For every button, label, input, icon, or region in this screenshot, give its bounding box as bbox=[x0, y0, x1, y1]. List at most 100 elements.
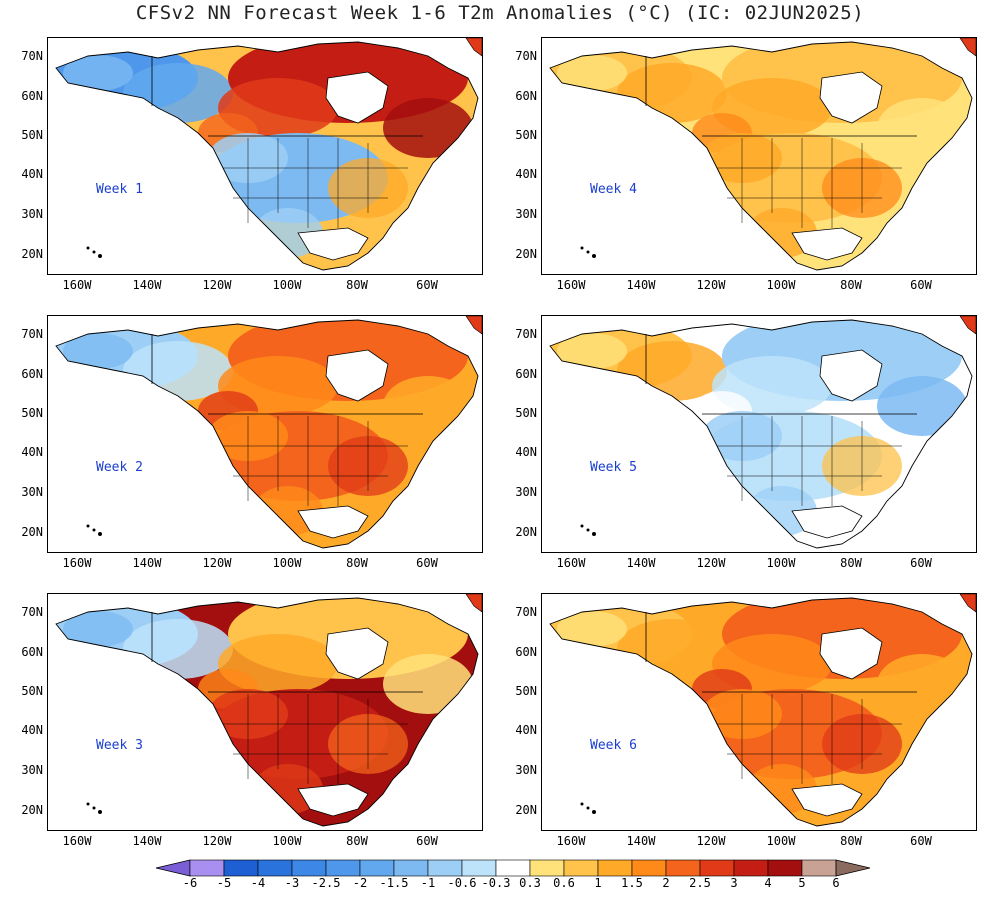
colorbar-tick-label: 0.6 bbox=[553, 876, 575, 890]
latitude-label: 70N bbox=[21, 327, 43, 341]
colorbar-segment bbox=[291, 859, 327, 877]
week-label: Week 1 bbox=[96, 182, 143, 197]
colorbar-tick-label: -2 bbox=[352, 876, 368, 890]
map-panel: Week 3 70N 60N 50N 40N 30N 20N 160W 140W 120W 100W… bbox=[21, 593, 483, 848]
colorbar-tick-label: -5 bbox=[216, 876, 232, 890]
latitude-label: 20N bbox=[515, 525, 537, 539]
longitude-label: 160W bbox=[62, 556, 92, 570]
longitude-label: 120W bbox=[202, 556, 232, 570]
map-panel: Week 4 70N 60N 50N 40N 30N 20N 160W 140W 120W 100W… bbox=[515, 37, 977, 292]
colorbar-segment bbox=[495, 859, 531, 877]
latitude-label: 30N bbox=[21, 207, 43, 221]
week-label: Week 6 bbox=[590, 738, 637, 753]
longitude-label: 140W bbox=[132, 278, 162, 292]
latitude-label: 50N bbox=[21, 684, 43, 698]
latitude-label: 30N bbox=[515, 485, 537, 499]
latitude-label: 40N bbox=[515, 723, 537, 737]
latitude-label: 50N bbox=[515, 684, 537, 698]
colorbar-segment bbox=[665, 859, 701, 877]
longitude-label: 120W bbox=[202, 278, 232, 292]
colorbar-tick-label: 1.5 bbox=[621, 876, 643, 890]
map-frame: Week 5 bbox=[541, 315, 977, 553]
anomaly-map bbox=[549, 594, 976, 827]
longitude-label: 160W bbox=[556, 278, 586, 292]
colorbar-segment bbox=[529, 859, 565, 877]
map-frame: Week 2 bbox=[47, 315, 483, 553]
week-label: Week 3 bbox=[96, 738, 143, 753]
longitude-label: 140W bbox=[132, 556, 162, 570]
longitude-label: 100W bbox=[766, 556, 796, 570]
longitude-label: 100W bbox=[272, 556, 302, 570]
latitude-label: 40N bbox=[515, 167, 537, 181]
latitude-label: 70N bbox=[515, 49, 537, 63]
colorbar-tick-label: 2 bbox=[662, 876, 670, 890]
colorbar-tick-label: 6 bbox=[832, 876, 840, 890]
longitude-label: 60W bbox=[416, 834, 438, 848]
colorbar-segment bbox=[427, 859, 463, 877]
latitude-label: 60N bbox=[515, 645, 537, 659]
colorbar-tick-label: 4 bbox=[764, 876, 772, 890]
anomaly-map bbox=[549, 316, 976, 549]
latitude-label: 50N bbox=[21, 128, 43, 142]
colorbar-segment bbox=[223, 859, 259, 877]
longitude-label: 80W bbox=[346, 834, 368, 848]
latitude-label: 30N bbox=[515, 207, 537, 221]
latitude-label: 40N bbox=[21, 167, 43, 181]
latitude-label: 40N bbox=[21, 723, 43, 737]
latitude-label: 20N bbox=[21, 803, 43, 817]
longitude-label: 140W bbox=[626, 556, 656, 570]
colorbar-segment bbox=[189, 859, 225, 877]
week-label: Week 5 bbox=[590, 460, 637, 475]
colorbar-segment bbox=[597, 859, 633, 877]
map-frame: Week 6 bbox=[541, 593, 977, 831]
colorbar-tick-label: -3 bbox=[284, 876, 300, 890]
longitude-label: 120W bbox=[696, 278, 726, 292]
map-panel: Week 1 70N 60N 50N 40N 30N 20N 160W 140W 120W 100W… bbox=[21, 37, 483, 292]
anomaly-map bbox=[55, 594, 482, 827]
anomaly-map bbox=[55, 38, 482, 271]
colorbar-segment bbox=[801, 859, 837, 877]
longitude-label: 140W bbox=[626, 834, 656, 848]
longitude-label: 140W bbox=[626, 278, 656, 292]
longitude-label: 160W bbox=[62, 834, 92, 848]
colorbar-tick-label: -4 bbox=[250, 876, 266, 890]
longitude-label: 60W bbox=[416, 556, 438, 570]
longitude-label: 100W bbox=[272, 834, 302, 848]
latitude-label: 70N bbox=[21, 605, 43, 619]
longitude-label: 120W bbox=[696, 556, 726, 570]
latitude-label: 70N bbox=[515, 327, 537, 341]
colorbar-low-arrow bbox=[155, 859, 191, 877]
map-panel: Week 5 70N 60N 50N 40N 30N 20N 160W 140W 120W 100W… bbox=[515, 315, 977, 570]
map-frame: Week 3 bbox=[47, 593, 483, 831]
anomaly-map bbox=[549, 38, 976, 271]
colorbar-segment bbox=[767, 859, 803, 877]
longitude-label: 60W bbox=[910, 834, 932, 848]
latitude-label: 30N bbox=[21, 763, 43, 777]
latitude-label: 70N bbox=[21, 49, 43, 63]
longitude-label: 120W bbox=[696, 834, 726, 848]
anomaly-map bbox=[55, 316, 482, 549]
latitude-label: 20N bbox=[515, 247, 537, 261]
longitude-label: 80W bbox=[346, 278, 368, 292]
latitude-label: 60N bbox=[21, 367, 43, 381]
longitude-label: 100W bbox=[272, 278, 302, 292]
colorbar-segment bbox=[733, 859, 769, 877]
colorbar-segment bbox=[461, 859, 497, 877]
longitude-label: 80W bbox=[840, 556, 862, 570]
longitude-label: 60W bbox=[910, 556, 932, 570]
colorbar-segment bbox=[393, 859, 429, 877]
latitude-label: 30N bbox=[21, 485, 43, 499]
longitude-label: 80W bbox=[840, 834, 862, 848]
colorbar-tick-label: 3 bbox=[730, 876, 738, 890]
figure-title: CFSv2 NN Forecast Week 1-6 T2m Anomalies… bbox=[135, 2, 865, 24]
colorbar-segment bbox=[699, 859, 735, 877]
colorbar-tick-label: -6 bbox=[182, 876, 198, 890]
colorbar-tick-label: -1 bbox=[420, 876, 436, 890]
week-label: Week 2 bbox=[96, 460, 143, 475]
longitude-label: 100W bbox=[766, 834, 796, 848]
colorbar-segment bbox=[359, 859, 395, 877]
colorbar-tick-label: 2.5 bbox=[689, 876, 711, 890]
latitude-label: 20N bbox=[21, 247, 43, 261]
longitude-label: 140W bbox=[132, 834, 162, 848]
